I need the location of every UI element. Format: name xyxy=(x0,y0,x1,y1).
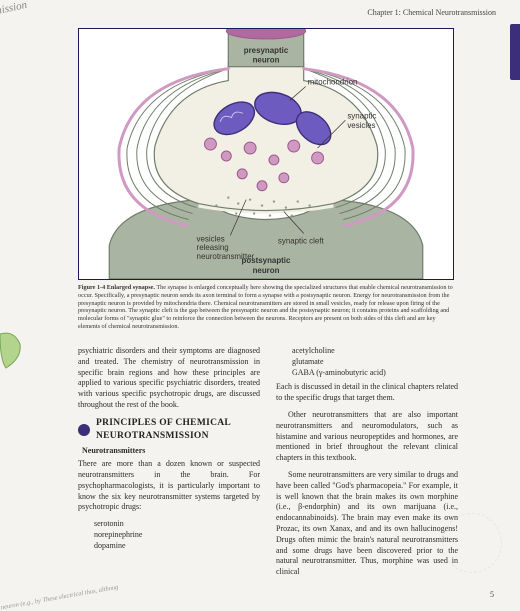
nt-dopamine: dopamine xyxy=(94,541,260,552)
figure-1-4: presynaptic neuron mitochondrion synapti… xyxy=(78,28,454,280)
right-column: acetylcholine glutamate GABA (γ-aminobut… xyxy=(276,346,458,584)
chapter-tab-marker xyxy=(510,24,520,80)
bottom-page-fragment: neuron (e.g., by These electrical thus, … xyxy=(0,584,119,611)
nt-list-left: serotonin norepinephrine dopamine xyxy=(78,519,260,551)
svg-text:mitochondrion: mitochondrion xyxy=(308,78,358,87)
svg-text:presynaptic: presynaptic xyxy=(244,46,289,55)
nt-list-right: acetylcholine glutamate GABA (γ-aminobut… xyxy=(276,346,458,378)
nt-serotonin: serotonin xyxy=(94,519,260,530)
page-header: Chapter 1: Chemical Neurotransmission xyxy=(367,8,496,17)
svg-text:neuron: neuron xyxy=(253,56,280,65)
nt-glutamate: glutamate xyxy=(292,357,458,368)
svg-text:vesicles: vesicles xyxy=(197,234,225,243)
left-column: psychiatric disorders and their symptoms… xyxy=(78,346,260,584)
nt-intro-paragraph: There are more than a dozen known or sus… xyxy=(78,459,260,513)
watermark-stamp xyxy=(442,513,502,573)
body-columns: psychiatric disorders and their symptoms… xyxy=(78,346,458,584)
synapse-diagram: presynaptic neuron mitochondrion synapti… xyxy=(79,29,453,279)
svg-text:postsynaptic: postsynaptic xyxy=(242,256,291,265)
nt-gaba: GABA (γ-aminobutyric acid) xyxy=(292,368,458,379)
left-page-fragment-text: nission xyxy=(0,0,28,17)
left-page-fragment-shape xyxy=(0,330,22,370)
section-heading: PRINCIPLES OF CHEMICAL NEUROTRANSMISSION xyxy=(78,417,260,443)
section-title-line2: NEUROTRANSMISSION xyxy=(96,430,231,443)
figure-caption: Figure 1-4 Enlarged synapse. The synapse… xyxy=(78,284,458,331)
caption-body: The synapse is enlarged conceptually her… xyxy=(78,284,453,330)
subheading-neurotransmitters: Neurotransmitters xyxy=(82,446,260,457)
section-title-line1: PRINCIPLES OF CHEMICAL xyxy=(96,417,231,430)
svg-text:releasing: releasing xyxy=(197,243,229,252)
svg-text:vesicles: vesicles xyxy=(347,121,375,130)
caption-lead: Figure 1-4 Enlarged synapse. xyxy=(78,284,155,291)
page-number: 5 xyxy=(490,590,494,599)
nt-acetylcholine: acetylcholine xyxy=(292,346,458,357)
svg-text:synaptic cleft: synaptic cleft xyxy=(278,236,325,245)
nt-norepinephrine: norepinephrine xyxy=(94,530,260,541)
svg-text:neuron: neuron xyxy=(253,266,280,275)
section-bullet-icon xyxy=(78,424,90,436)
right-p3: Some neurotransmitters are very similar … xyxy=(276,470,458,578)
svg-text:synaptic: synaptic xyxy=(347,111,376,120)
intro-paragraph: psychiatric disorders and their symptoms… xyxy=(78,346,260,411)
right-p1: Each is discussed in detail in the clini… xyxy=(276,382,458,404)
right-p2: Other neurotransmitters that are also im… xyxy=(276,410,458,464)
